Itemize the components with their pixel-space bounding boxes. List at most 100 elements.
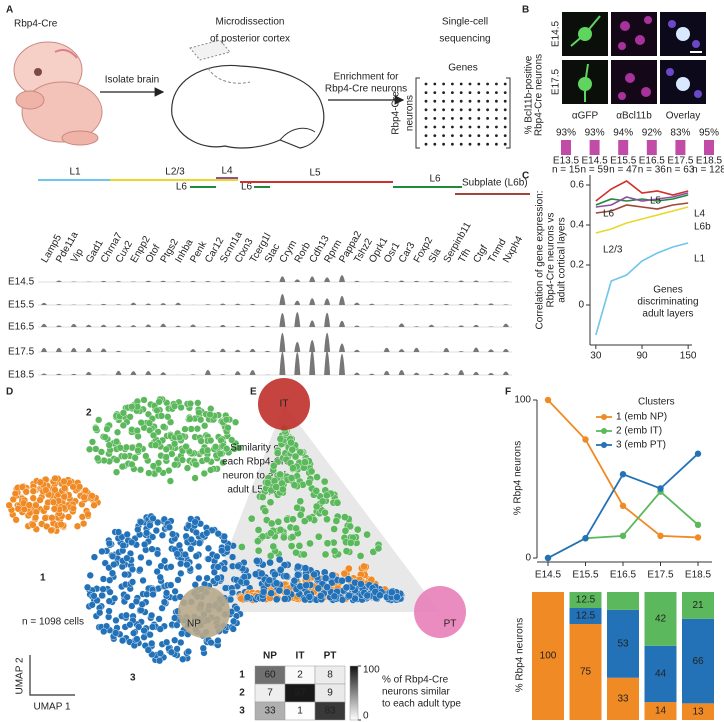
cell-dot: [152, 526, 160, 535]
matrix-dot: [442, 108, 445, 112]
violin: [294, 279, 301, 282]
cell-dot: [210, 568, 218, 576]
cell-dot: [288, 445, 297, 454]
matrix-dot: [495, 142, 498, 146]
violin: [368, 373, 375, 375]
matrix-dot: [459, 99, 463, 103]
cell-dot: [345, 564, 353, 573]
cell-dot: [93, 454, 102, 462]
violin: [294, 312, 301, 327]
cell-dot: [92, 424, 100, 433]
violin: [279, 313, 286, 327]
matrix-dot: [433, 117, 437, 120]
cell-dot: [106, 576, 114, 584]
matrix-dot: [442, 91, 445, 94]
cell-dot: [363, 591, 372, 600]
colorbar: [349, 665, 359, 721]
violin: [249, 281, 256, 282]
cell-dot: [142, 452, 150, 460]
matrix-dot: [495, 91, 498, 94]
cell-dot: [323, 583, 331, 591]
matrix-dot: [459, 134, 463, 138]
cell-dot: [287, 542, 296, 550]
title: Single-cell: [442, 17, 488, 28]
violin: [398, 323, 405, 327]
cell-dot: [254, 537, 262, 545]
layer-label: L2/3: [165, 167, 185, 178]
matrix-dot: [451, 91, 454, 94]
axis-label: UMAP 2: [15, 657, 26, 694]
cell-dot: [31, 513, 40, 522]
matrix-dot: [503, 82, 507, 86]
value-label: 14: [655, 706, 667, 717]
cell-dot: [294, 562, 302, 571]
matrix-dot: [477, 117, 481, 120]
cell-dot: [195, 574, 203, 582]
n-label: n = 15: [552, 165, 581, 176]
cell-dot: [145, 419, 153, 427]
percent-label: 92%: [642, 128, 662, 139]
cell-dot: [145, 469, 153, 477]
cell-dot: [80, 520, 88, 528]
cell-dot: [105, 539, 113, 548]
stage-label: E14.5: [582, 156, 609, 167]
matrix-dot: [433, 125, 437, 129]
violin: [85, 371, 92, 375]
layer-label: L5: [309, 168, 321, 179]
legend-title: Clusters: [638, 397, 675, 408]
cell-dot: [376, 591, 384, 600]
legend-label: 2 (emb IT): [616, 426, 662, 437]
series-line: [595, 202, 689, 214]
violin: [294, 341, 301, 352]
micrographs: [562, 12, 706, 104]
cell-dot: [174, 576, 182, 584]
cell-dot: [130, 629, 138, 637]
cell-dot: [322, 491, 331, 500]
cell-dot: [207, 638, 215, 647]
cell-dot: [112, 616, 120, 624]
cell-dot: [321, 508, 329, 517]
cell-dot: [207, 436, 215, 445]
matrix-dot: [424, 99, 428, 103]
n-label: n = 59: [581, 165, 610, 176]
cell-dot: [269, 461, 278, 470]
axis-label: Rbp4-Cre neurons: [534, 54, 545, 136]
matrix-dot: [477, 142, 481, 146]
matrix-value: 97: [294, 688, 306, 699]
violin: [458, 351, 465, 352]
cell-dot: [296, 511, 305, 519]
matrix-dot: [486, 108, 489, 112]
violin: [264, 304, 271, 305]
cell-dot: [139, 576, 147, 585]
matrix-dot: [433, 134, 437, 138]
brain-illustration: [171, 39, 325, 149]
cell-dot: [153, 550, 162, 558]
matrix-dot: [503, 117, 507, 120]
violin: [458, 325, 465, 327]
cell-dot: [51, 486, 59, 494]
cell-dot: [154, 518, 162, 527]
cell-dot: [292, 548, 300, 557]
cell-dot: [119, 421, 127, 429]
series-label: L4: [694, 209, 706, 220]
violin: [85, 324, 92, 327]
cell-dot: [290, 481, 299, 489]
cell-dot: [323, 515, 331, 524]
x-tick-label: E14.5: [535, 570, 562, 581]
y-tick-label: 100: [514, 395, 531, 406]
cell-dot: [112, 468, 121, 476]
matrix-dot: [486, 82, 489, 86]
cell-dot: [81, 486, 90, 495]
stage-label: E18.5: [8, 370, 35, 381]
violin: [175, 281, 182, 282]
percent-label: 83%: [670, 128, 690, 139]
cell-dot: [131, 454, 139, 462]
cell-dot: [279, 485, 287, 494]
violin: [353, 280, 360, 282]
cell-dot: [137, 419, 145, 427]
title: Microdissection: [216, 17, 285, 28]
matrix-value: 1: [297, 706, 303, 717]
stage-label: E18.5: [696, 156, 723, 167]
cell-dot: [80, 493, 88, 501]
cell-dot: [328, 571, 337, 580]
